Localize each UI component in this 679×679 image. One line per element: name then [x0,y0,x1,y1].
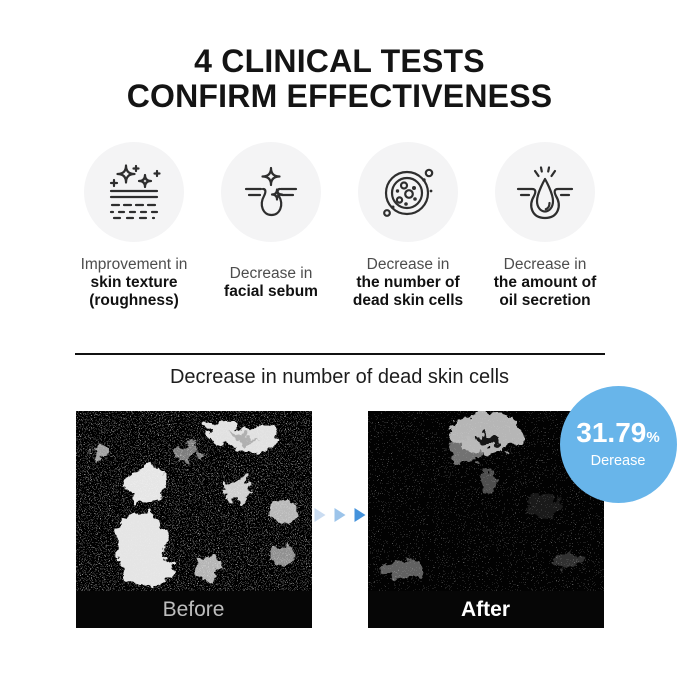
caption-bold-line-2: (roughness) [89,292,179,309]
caption-muted-line: Improvement in [80,256,188,273]
before-image: Before [75,411,312,628]
badge-value: 31.79 [576,417,647,448]
caption-bold-line-1: facial sebum [224,283,318,300]
right-arrow-icon [354,508,365,522]
feature-skin-texture: Improvement in skin texture (roughness) [66,142,203,313]
decrease-percentage-badge: 31.79% Derease [559,386,677,503]
badge-label: Derease [590,453,646,469]
right-arrow-icon [314,508,325,522]
caption-muted-line: Decrease in [366,256,450,273]
pore-sebum-sparkle-icon [244,166,298,217]
badge-value-row: 31.79% [576,417,660,451]
title-line-2: CONFIRM EFFECTIVENESS [126,78,553,114]
caption-bold-line-2: oil secretion [499,292,591,309]
caption-bold-line-1: the amount of [493,274,597,291]
feature-caption: Decrease in facial sebum [224,253,318,313]
after-label: After [367,591,604,628]
feature-oil-secretion: Decrease in the amount of oil secretion [477,142,614,313]
before-label: Before [75,591,312,628]
skin-texture-sparkles-icon [109,164,161,220]
badge-percent-sign: % [646,429,660,446]
caption-muted-line: Decrease in [229,265,313,282]
oil-drop-pore-icon [516,166,574,220]
page-title: 4 CLINICAL TESTS CONFIRM EFFECTIVENESS [0,44,679,114]
section-subtitle: Decrease in number of dead skin cells [169,366,510,388]
caption-bold-line-1: the number of [356,274,460,291]
feature-caption: Improvement in skin texture (roughness) [81,253,188,313]
caption-bold-line-2: dead skin cells [352,292,464,309]
before-microscope-photo [75,411,312,591]
caption-bold-line-1: skin texture [90,274,178,291]
caption-muted-line: Decrease in [503,256,587,273]
right-arrow-icon [334,508,345,522]
icon-circle [358,142,458,242]
feature-caption: Decrease in the amount of oil secretion [494,253,596,313]
icon-circle [495,142,595,242]
feature-facial-sebum: Decrease in facial sebum [203,142,340,313]
dead-skin-cells-dish-icon [383,168,434,217]
triple-right-arrows-icon [314,508,365,522]
before-after-comparison: Before [75,386,677,628]
clinical-test-features: Improvement in skin texture (roughness) … [0,142,679,313]
feature-caption: Decrease in the number of dead skin cell… [353,253,463,313]
section-divider [74,353,605,355]
title-line-1: 4 CLINICAL TESTS [194,43,485,79]
feature-dead-skin-cells: Decrease in the number of dead skin cell… [340,142,477,313]
icon-circle [221,142,321,242]
icon-circle [84,142,184,242]
